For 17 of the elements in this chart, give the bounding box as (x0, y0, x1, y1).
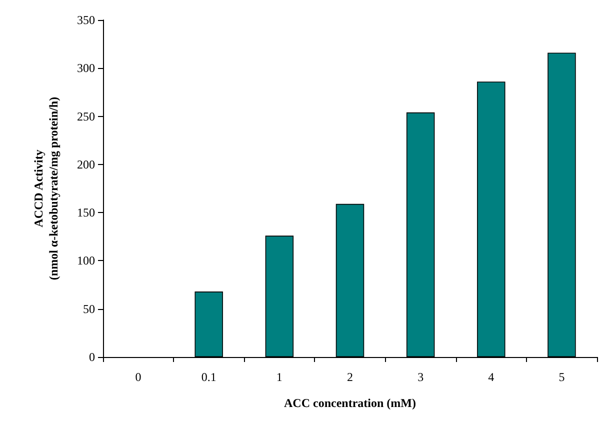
x-tick-label: 1 (276, 370, 282, 384)
y-tick-label: 250 (77, 109, 95, 124)
y-tick-label: 350 (77, 13, 95, 27)
y-tick-label: 300 (77, 61, 95, 76)
y-tick-label: 50 (83, 302, 95, 316)
x-tick-label: 3 (418, 370, 424, 384)
x-tick-label: 5 (558, 370, 565, 384)
x-tick-label: 2 (347, 370, 353, 384)
x-tick-label: 0 (135, 370, 142, 384)
y-tick-label: 0 (89, 350, 95, 364)
x-tick-label: 4 (488, 370, 494, 384)
y-axis-title: ACCD Activity (nmol α-ketobutyrate/mg protein/h) (32, 96, 60, 280)
y-tick-label: 150 (77, 206, 95, 220)
x-axis-title: ACC concentration (mM) (284, 396, 416, 410)
y-tick-label: 200 (77, 157, 95, 172)
y-tick-label: 100 (77, 254, 95, 268)
x-tick-label: 0.1 (201, 370, 216, 384)
